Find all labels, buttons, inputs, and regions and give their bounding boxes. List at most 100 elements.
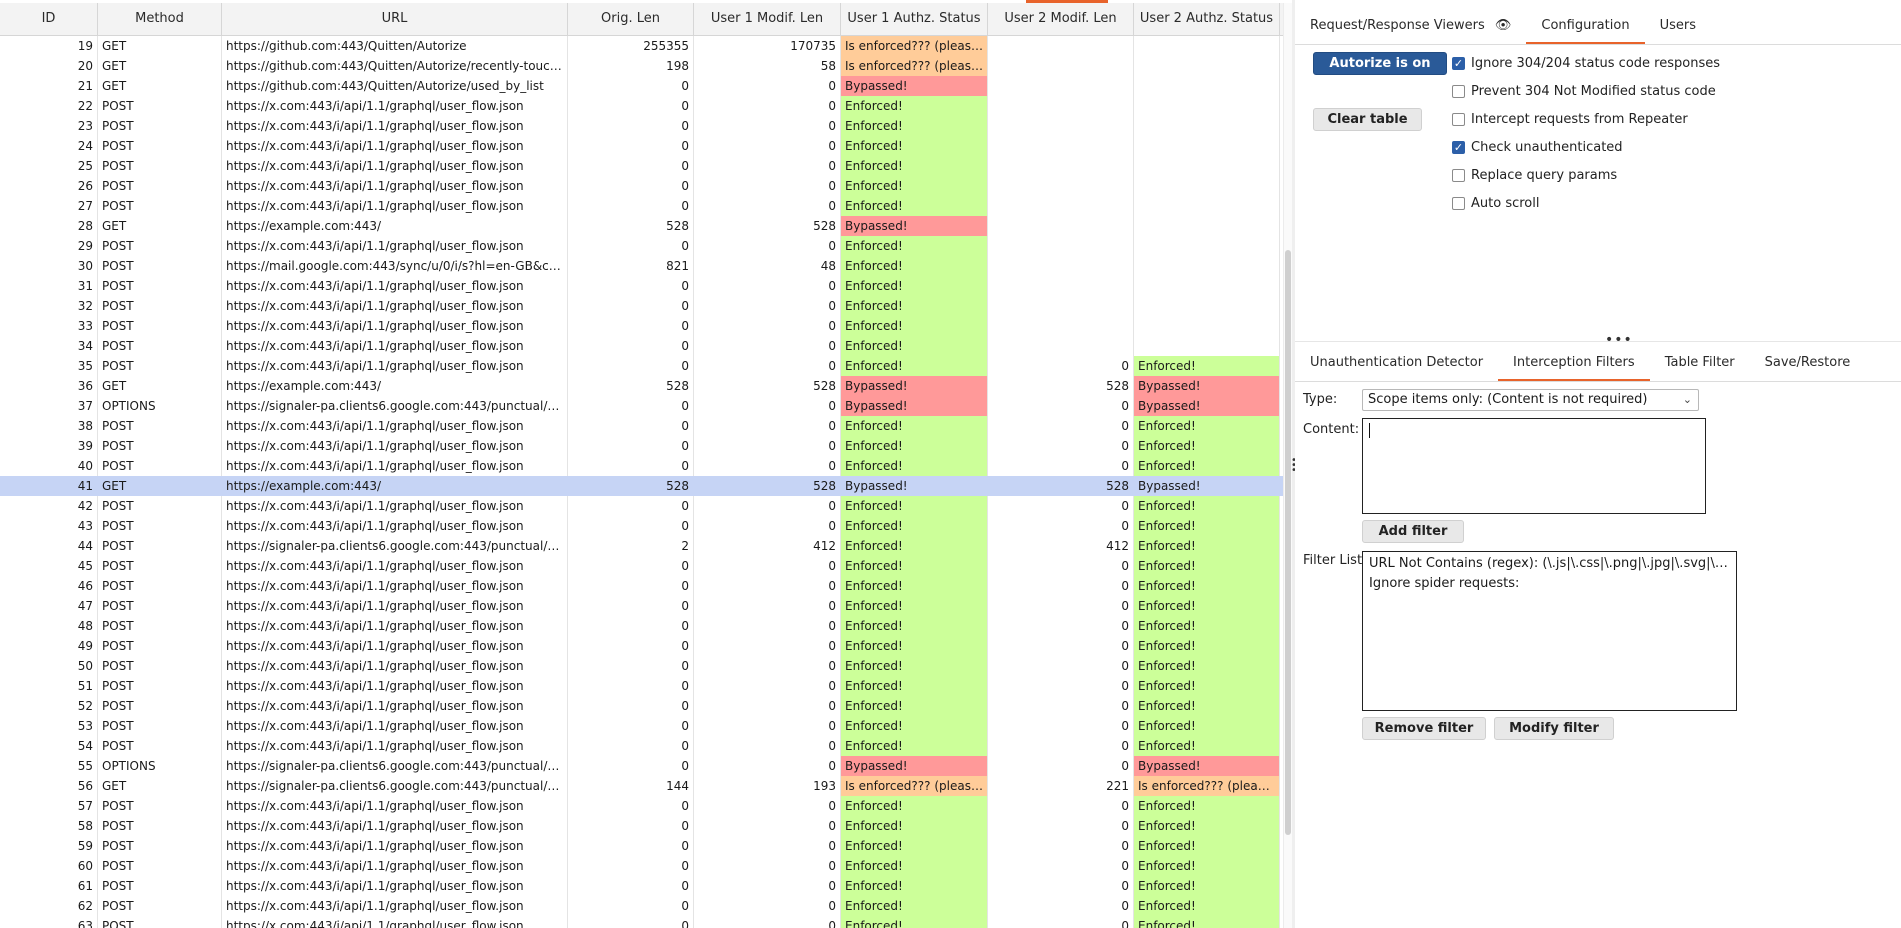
table-row[interactable]: 52 POST https://x.com:443/i/api/1.1/graphq… <box>0 696 1283 716</box>
table-row[interactable]: 24 POST https://x.com:443/i/api/1.1/graphq… <box>0 136 1283 156</box>
table-row[interactable]: 27 POST https://x.com:443/i/api/1.1/graphq… <box>0 196 1283 216</box>
table-row[interactable]: 53 POST https://x.com:443/i/api/1.1/graphq… <box>0 716 1283 736</box>
table-row[interactable]: 26 POST https://x.com:443/i/api/1.1/graphq… <box>0 176 1283 196</box>
column-header-orig-len[interactable]: Orig. Len <box>568 3 694 35</box>
cell-method: POST <box>98 816 222 836</box>
table-row[interactable]: 55 OPTIONS https://signaler-pa.clients6.go… <box>0 756 1283 776</box>
cell-id: 44 <box>0 536 98 556</box>
column-header-user1-modif-len[interactable]: User 1 Modif. Len <box>694 3 841 35</box>
table-row[interactable]: 54 POST https://x.com:443/i/api/1.1/graphq… <box>0 736 1283 756</box>
tab-interception-filters[interactable]: Interception Filters <box>1498 345 1650 381</box>
scrollbar-thumb[interactable] <box>1285 250 1291 835</box>
table-row[interactable]: 42 POST https://x.com:443/i/api/1.1/graphq… <box>0 496 1283 516</box>
table-row[interactable]: 40 POST https://x.com:443/i/api/1.1/graphq… <box>0 456 1283 476</box>
table-row[interactable]: 47 POST https://x.com:443/i/api/1.1/graphq… <box>0 596 1283 616</box>
filter-type-select[interactable]: Scope items only: (Content is not requir… <box>1362 389 1699 411</box>
table-row[interactable]: 61 POST https://x.com:443/i/api/1.1/graphq… <box>0 876 1283 896</box>
cell-orig-len: 0 <box>568 716 694 736</box>
table-row[interactable]: 56 GET https://signaler-pa.clients6.google… <box>0 776 1283 796</box>
table-row[interactable]: 34 POST https://x.com:443/i/api/1.1/graphq… <box>0 336 1283 356</box>
modify-filter-button[interactable]: Modify filter <box>1494 717 1614 740</box>
checkbox-checked-icon[interactable]: ✓ <box>1452 141 1465 154</box>
table-row[interactable]: 41 GET https://example.com:443/528 528 Bypas… <box>0 476 1283 496</box>
option-checkbox[interactable]: Auto scroll <box>1452 196 1539 211</box>
tab-unauthentication-detector[interactable]: Unauthentication Detector <box>1295 345 1498 381</box>
filter-list[interactable]: URL Not Contains (regex): (\.js|\.css|\.… <box>1362 551 1737 711</box>
option-checkbox[interactable]: ✓ Ignore 304/204 status code responses <box>1452 56 1720 71</box>
table-row[interactable]: 23 POST https://x.com:443/i/api/1.1/graphq… <box>0 116 1283 136</box>
checkbox-unchecked-icon[interactable] <box>1452 197 1465 210</box>
split-handle-icon[interactable]: ••• <box>1291 455 1297 476</box>
table-row[interactable]: 30 POST https://mail.google.com:443/sync/u… <box>0 256 1283 276</box>
table-row[interactable]: 63 POST https://x.com:443/i/api/1.1/graphq… <box>0 916 1283 928</box>
table-row[interactable]: 39 POST https://x.com:443/i/api/1.1/graphq… <box>0 436 1283 456</box>
table-row[interactable]: 32 POST https://x.com:443/i/api/1.1/graphq… <box>0 296 1283 316</box>
checkbox-unchecked-icon[interactable] <box>1452 113 1465 126</box>
cell-user1-authz-status: Enforced! <box>841 816 988 836</box>
table-row[interactable]: 51 POST https://x.com:443/i/api/1.1/graphq… <box>0 676 1283 696</box>
tab-save-restore[interactable]: Save/Restore <box>1750 345 1866 381</box>
cell-user2-modif-len: 0 <box>988 416 1134 436</box>
table-row[interactable]: 59 POST https://x.com:443/i/api/1.1/graphq… <box>0 836 1283 856</box>
table-row[interactable]: 19 GET https://github.com:443/Quitten/Auto… <box>0 36 1283 56</box>
table-row[interactable]: 58 POST https://x.com:443/i/api/1.1/graphq… <box>0 816 1283 836</box>
filter-list-item[interactable]: URL Not Contains (regex): (\.js|\.css|\.… <box>1369 556 1730 571</box>
table-row[interactable]: 57 POST https://x.com:443/i/api/1.1/graphq… <box>0 796 1283 816</box>
filter-list-item[interactable]: Ignore spider requests: <box>1369 576 1520 591</box>
column-header-user1-authz-status[interactable]: User 1 Authz. Status <box>841 3 988 35</box>
filter-content-input[interactable] <box>1362 418 1706 514</box>
table-row[interactable]: 43 POST https://x.com:443/i/api/1.1/graphq… <box>0 516 1283 536</box>
table-row[interactable]: 33 POST https://x.com:443/i/api/1.1/graphq… <box>0 316 1283 336</box>
column-header-user2-modif-len[interactable]: User 2 Modif. Len <box>988 3 1134 35</box>
tab-users[interactable]: Users <box>1645 8 1711 44</box>
table-row[interactable]: 37 OPTIONS https://signaler-pa.clients6.go… <box>0 396 1283 416</box>
cell-method: GET <box>98 476 222 496</box>
table-row[interactable]: 25 POST https://x.com:443/i/api/1.1/graphq… <box>0 156 1283 176</box>
option-checkbox[interactable]: Replace query params <box>1452 168 1617 183</box>
table-scrollbar[interactable] <box>1283 3 1293 928</box>
table-row[interactable]: 22 POST https://x.com:443/i/api/1.1/graphq… <box>0 96 1283 116</box>
table-row[interactable]: 20 GET https://github.com:443/Quitten/Auto… <box>0 56 1283 76</box>
tab-configuration[interactable]: Configuration <box>1526 8 1645 44</box>
table-row[interactable]: 45 POST https://x.com:443/i/api/1.1/graphq… <box>0 556 1283 576</box>
remove-filter-button[interactable]: Remove filter <box>1362 717 1486 740</box>
pane-divider[interactable] <box>1292 0 1295 928</box>
checkbox-unchecked-icon[interactable] <box>1452 169 1465 182</box>
table-row[interactable]: 28 GET https://example.com:443/528 528 Bypas… <box>0 216 1283 236</box>
table-row[interactable]: 46 POST https://x.com:443/i/api/1.1/graphq… <box>0 576 1283 596</box>
table-row[interactable]: 21 GET https://github.com:443/Quitten/Auto… <box>0 76 1283 96</box>
table-row[interactable]: 38 POST https://x.com:443/i/api/1.1/graphq… <box>0 416 1283 436</box>
cell-user1-modif-len: 0 <box>694 436 841 456</box>
table-row[interactable]: 29 POST https://x.com:443/i/api/1.1/graphq… <box>0 236 1283 256</box>
table-row[interactable]: 44 POST https://signaler-pa.clients6.googl… <box>0 536 1283 556</box>
option-checkbox[interactable]: Intercept requests from Repeater <box>1452 112 1688 127</box>
split-handle-icon[interactable]: ••• <box>1605 332 1633 348</box>
autorize-toggle-button[interactable]: Autorize is on <box>1313 52 1447 75</box>
cell-id: 22 <box>0 96 98 116</box>
table-row[interactable]: 36 GET https://example.com:443/528 528 Bypas… <box>0 376 1283 396</box>
cell-user2-authz-status <box>1134 296 1280 316</box>
tab-request-response-viewers[interactable]: Request/Response Viewers 👁 <box>1295 8 1526 44</box>
column-header-url[interactable]: URL <box>222 3 568 35</box>
cell-method: POST <box>98 416 222 436</box>
column-header-method[interactable]: Method <box>98 3 222 35</box>
clear-table-button[interactable]: Clear table <box>1313 108 1422 131</box>
cell-user1-authz-status: Enforced! <box>841 716 988 736</box>
table-row[interactable]: 35 POST https://x.com:443/i/api/1.1/graphq… <box>0 356 1283 376</box>
table-row[interactable]: 50 POST https://x.com:443/i/api/1.1/graphq… <box>0 656 1283 676</box>
cell-id: 60 <box>0 856 98 876</box>
tab-table-filter[interactable]: Table Filter <box>1650 345 1750 381</box>
option-checkbox[interactable]: ✓ Check unauthenticated <box>1452 140 1623 155</box>
table-row[interactable]: 48 POST https://x.com:443/i/api/1.1/graphq… <box>0 616 1283 636</box>
add-filter-button[interactable]: Add filter <box>1362 520 1464 543</box>
cell-id: 31 <box>0 276 98 296</box>
column-header-user2-authz-status[interactable]: User 2 Authz. Status <box>1134 3 1280 35</box>
column-header-id[interactable]: ID <box>0 3 98 35</box>
checkbox-unchecked-icon[interactable] <box>1452 85 1465 98</box>
table-row[interactable]: 60 POST https://x.com:443/i/api/1.1/graphq… <box>0 856 1283 876</box>
checkbox-checked-icon[interactable]: ✓ <box>1452 57 1465 70</box>
option-checkbox[interactable]: Prevent 304 Not Modified status code <box>1452 84 1716 99</box>
table-row[interactable]: 49 POST https://x.com:443/i/api/1.1/graphq… <box>0 636 1283 656</box>
table-row[interactable]: 62 POST https://x.com:443/i/api/1.1/graphq… <box>0 896 1283 916</box>
table-row[interactable]: 31 POST https://x.com:443/i/api/1.1/graphq… <box>0 276 1283 296</box>
